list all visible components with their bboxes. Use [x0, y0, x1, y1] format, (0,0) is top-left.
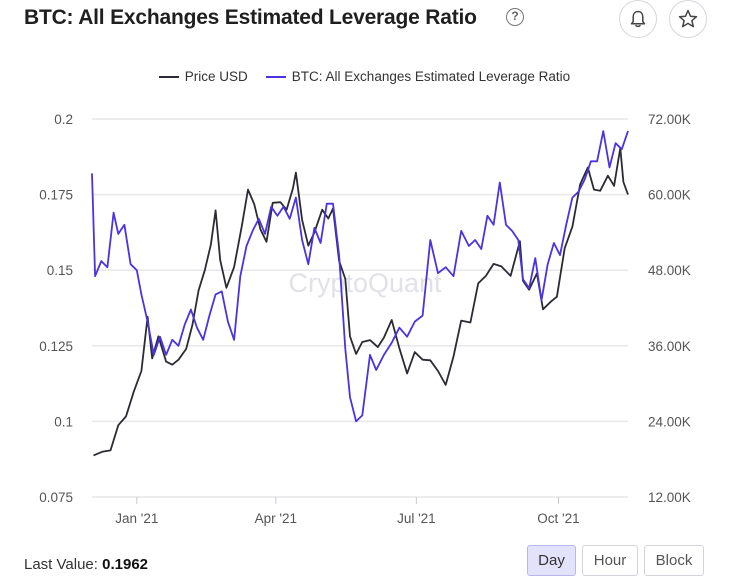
- alert-button[interactable]: [619, 0, 657, 38]
- x-tick-label: Jan '21: [115, 511, 158, 526]
- y-right-tick-label: 48.00K: [648, 263, 691, 278]
- y-left-tick-label: 0.125: [39, 339, 73, 354]
- star-icon: [678, 9, 698, 28]
- y-left-tick-label: 0.175: [39, 188, 73, 203]
- bell-icon: [630, 10, 646, 28]
- y-right-tick-label: 24.00K: [648, 414, 691, 429]
- legend-item-price[interactable]: Price USD: [158, 69, 248, 84]
- y-left-tick-label: 0.2: [54, 112, 73, 127]
- watermark-text: CryptoQuant: [288, 268, 442, 298]
- y-right-tick-label: 36.00K: [648, 339, 691, 354]
- x-tick-label: Apr '21: [255, 511, 297, 526]
- y-left-tick-label: 0.15: [47, 263, 73, 278]
- y-left-tick-label: 0.075: [39, 490, 73, 505]
- line-chart: CryptoQuant 0.075 0.1 0.125 0.15 0.175 0.2 12.…: [39, 112, 691, 526]
- last-value-label: Last Value:: [24, 556, 98, 573]
- favorite-button[interactable]: [669, 0, 707, 38]
- series-line-price: [93, 147, 629, 457]
- series-line-leverage: [91, 130, 629, 423]
- last-value-number: 0.1962: [102, 556, 149, 573]
- timeframe-hour-button[interactable]: Hour: [582, 545, 638, 576]
- timeframe-day-button[interactable]: Day: [527, 545, 576, 576]
- legend-item-leverage[interactable]: BTC: All Exchanges Estimated Leverage Ra…: [265, 69, 571, 84]
- y-left-tick-label: 0.1: [54, 414, 73, 429]
- x-tick-label: Jul '21: [397, 511, 436, 526]
- legend-label-price: Price USD: [184, 69, 248, 84]
- chart-legend: Price USD BTC: All Exchanges Estimated L…: [0, 69, 729, 84]
- y-right-tick-label: 60.00K: [648, 188, 691, 203]
- legend-label-leverage: BTC: All Exchanges Estimated Leverage Ra…: [291, 69, 571, 84]
- timeframe-block-button[interactable]: Block: [644, 545, 704, 576]
- legend-swatch-leverage: [265, 75, 286, 78]
- page-title: BTC: All Exchanges Estimated Leverage Ra…: [24, 6, 477, 29]
- last-value: Last Value: 0.1962: [24, 556, 148, 573]
- x-tick-label: Oct '21: [537, 511, 579, 526]
- help-icon[interactable]: ?: [506, 8, 524, 26]
- legend-swatch-price: [158, 75, 179, 78]
- y-right-tick-label: 72.00K: [648, 112, 691, 127]
- y-right-tick-label: 12.00K: [648, 490, 691, 505]
